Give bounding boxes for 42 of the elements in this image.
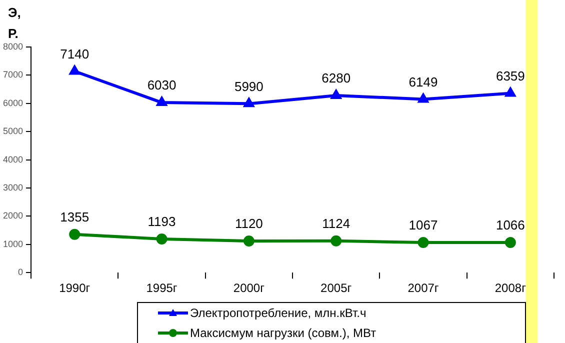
- data-label: 6030: [147, 78, 176, 93]
- y-tick-label: 7000: [2, 70, 24, 80]
- point: [418, 237, 429, 248]
- y-axis-title: Э, Р.: [8, 5, 21, 41]
- point: [418, 94, 428, 103]
- x-tick-label: 2000г: [233, 281, 266, 296]
- data-label: 1120: [234, 216, 263, 232]
- legend-label: Максисмум нагрузки (совм.), МВт: [190, 326, 376, 340]
- y-tick-label: 3000: [2, 182, 24, 192]
- x-tick-label: 1995г: [146, 281, 178, 296]
- data-label: 6280: [322, 70, 351, 86]
- data-label: 1193: [148, 214, 176, 230]
- x-tick-label: 2007г: [408, 281, 440, 296]
- data-label: 1067: [408, 218, 438, 233]
- data-label: 7140: [60, 46, 90, 62]
- data-label: 1124: [322, 216, 350, 231]
- y-tick-label: 0: [18, 267, 24, 278]
- point: [331, 90, 342, 100]
- y-tick-label: 6000: [2, 98, 24, 108]
- point: [70, 66, 80, 75]
- y-tick-label: 8000: [2, 41, 24, 52]
- point: [504, 237, 516, 248]
- point: [330, 235, 342, 246]
- x-tick-label: 2008г: [494, 281, 527, 296]
- point: [505, 88, 516, 97]
- point: [243, 236, 254, 247]
- x-tick-label: 2005г: [320, 281, 352, 296]
- data-label: 1066: [496, 218, 525, 233]
- data-label: 5990: [234, 78, 264, 94]
- data-label: 6359: [496, 68, 525, 84]
- legend-label: Электропотребление, млн.кВт.ч: [190, 306, 366, 320]
- point: [156, 233, 168, 244]
- point: [244, 98, 254, 108]
- point: [156, 97, 167, 106]
- y-tick-label: 1000: [2, 238, 24, 249]
- data-label: 6149: [408, 74, 438, 90]
- y-tick-label: 5000: [2, 126, 24, 136]
- y-tick-label: 4000: [2, 154, 24, 164]
- x-tick-label: 1990г: [59, 281, 91, 296]
- point: [69, 228, 80, 240]
- y-tick-label: 2000: [2, 210, 24, 221]
- data-label: 1355: [60, 209, 90, 224]
